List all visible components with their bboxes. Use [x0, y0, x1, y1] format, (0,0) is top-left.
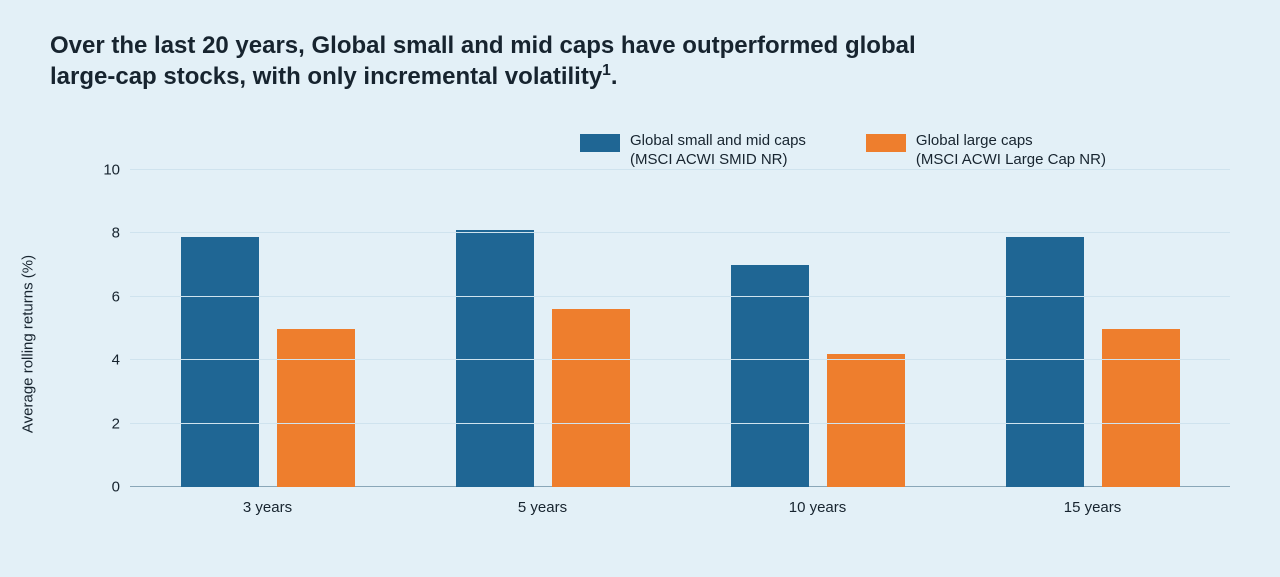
legend-item-1: Global large caps (MSCI ACWI Large Cap N…	[866, 132, 1106, 170]
bar	[1006, 237, 1084, 487]
legend-sublabel: (MSCI ACWI Large Cap NR)	[916, 151, 1106, 168]
bar	[827, 354, 905, 487]
bar-pair	[181, 170, 355, 487]
legend-text-1: Global large caps (MSCI ACWI Large Cap N…	[916, 132, 1106, 170]
legend-label: Global large caps	[916, 132, 1033, 149]
legend-item-0: Global small and mid caps (MSCI ACWI SMI…	[580, 132, 806, 170]
x-tick-label: 3 years	[243, 499, 292, 516]
legend-swatch-0	[580, 134, 620, 152]
x-tick-label: 10 years	[789, 499, 847, 516]
y-axis-label: Average rolling returns (%)	[20, 254, 37, 432]
legend-swatch-1	[866, 134, 906, 152]
title-line1: Over the last 20 years, Global small and…	[50, 32, 916, 59]
plot-area: 3 years5 years10 years15 years 0246810	[130, 170, 1230, 487]
x-tick-label: 15 years	[1064, 499, 1122, 516]
legend-sublabel: (MSCI ACWI SMID NR)	[630, 151, 788, 168]
chart-title: Over the last 20 years, Global small and…	[50, 30, 1230, 92]
legend: Global small and mid caps (MSCI ACWI SMI…	[580, 132, 1106, 170]
bar-group: 3 years	[130, 170, 405, 487]
bar-groups: 3 years5 years10 years15 years	[130, 170, 1230, 487]
legend-label: Global small and mid caps	[630, 132, 806, 149]
gridline	[130, 359, 1230, 360]
title-super: 1	[602, 62, 611, 79]
bar-group: 10 years	[680, 170, 955, 487]
y-tick-label: 0	[112, 479, 120, 496]
bar-pair	[456, 170, 630, 487]
y-tick-label: 10	[103, 162, 120, 179]
bar-pair	[731, 170, 905, 487]
bar-group: 15 years	[955, 170, 1230, 487]
bar	[181, 237, 259, 487]
bar	[1102, 329, 1180, 488]
bar	[731, 265, 809, 487]
gridline	[130, 169, 1230, 170]
y-tick-label: 6	[112, 288, 120, 305]
bar-group: 5 years	[405, 170, 680, 487]
y-tick-label: 8	[112, 225, 120, 242]
bar	[277, 329, 355, 488]
gridline	[130, 423, 1230, 424]
y-tick-label: 2	[112, 415, 120, 432]
chart-page: Over the last 20 years, Global small and…	[0, 0, 1280, 577]
x-tick-label: 5 years	[518, 499, 567, 516]
title-suffix: .	[611, 63, 618, 90]
bar-pair	[1006, 170, 1180, 487]
chart-area: Average rolling returns (%) 3 years5 yea…	[80, 170, 1230, 517]
y-tick-label: 4	[112, 352, 120, 369]
bar	[552, 309, 630, 487]
title-line2: large-cap stocks, with only incremental …	[50, 63, 602, 90]
gridline	[130, 296, 1230, 297]
legend-text-0: Global small and mid caps (MSCI ACWI SMI…	[630, 132, 806, 170]
gridline	[130, 232, 1230, 233]
